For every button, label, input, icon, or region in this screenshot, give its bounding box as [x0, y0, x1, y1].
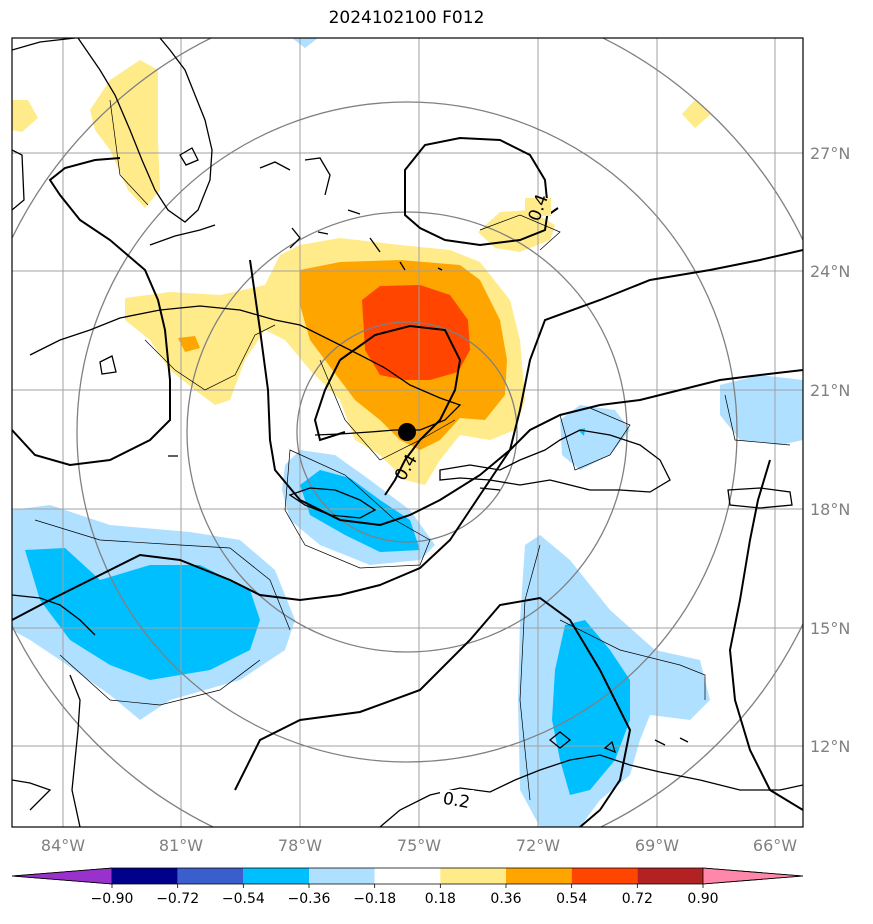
lat-label-12: 12°N [810, 737, 850, 756]
central-america-coast [12, 594, 96, 827]
filled-anomalies [12, 38, 803, 827]
lon-label-66: 66°W [753, 836, 797, 855]
colorbar-tick-label: −0.54 [222, 891, 265, 907]
colorbar-tick-label: 0.90 [687, 891, 718, 907]
yellow-region-florida [90, 60, 160, 208]
lat-labels: 27°N 24°N 21°N 18°N 15°N 12°N [810, 144, 850, 756]
colorbar-tick-label: −0.18 [353, 891, 396, 907]
blue-region-south [552, 620, 630, 795]
colorbar-tick-label: −0.72 [156, 891, 199, 907]
colorbar-segment [309, 868, 375, 884]
lon-label-78: 78°W [278, 836, 322, 855]
light-blue-region-top [292, 38, 318, 48]
thick-contours [12, 136, 803, 827]
blue-region-west [25, 548, 260, 680]
map-title: 2024102100 F012 [328, 8, 485, 28]
colorbar-segment [637, 868, 703, 884]
lon-label-81: 81°W [159, 836, 203, 855]
colorbar-tick-label: 0.36 [490, 891, 521, 907]
colorbar-tick-label: 0.72 [622, 891, 653, 907]
bahamas-coast [149, 157, 443, 271]
contour-central-outer [249, 249, 803, 527]
contour-north [404, 136, 550, 247]
lon-label-72: 72°W [516, 836, 560, 855]
colorbar-segment [506, 868, 572, 884]
colorbar-segment [440, 868, 506, 884]
lon-label-84: 84°W [41, 836, 85, 855]
lat-label-18: 18°N [810, 500, 850, 519]
yellow-region-topright [682, 100, 711, 128]
blue-region-jamaica [300, 470, 420, 552]
colorbar-extend-high [702, 867, 804, 885]
colorbar-segment [571, 868, 638, 884]
orange-region-cuba [178, 336, 200, 352]
florida-coast [12, 38, 213, 223]
colorbar-segment [112, 868, 178, 884]
gridlines [12, 38, 803, 827]
yellow-region-farwest [12, 100, 38, 132]
lon-label-69: 69°W [635, 836, 679, 855]
contour-label-south: 0.2 [441, 789, 471, 813]
colorbar-ticks: −0.90 −0.72 −0.54 −0.36 −0.18 0.18 0.36 0.54 0.7… [91, 884, 719, 907]
colorbar-tick-label: −0.90 [91, 891, 134, 907]
puerto-rico-coast [727, 487, 793, 509]
map-area: 0.4 0.4 0.2 [12, 38, 803, 827]
contour-central-loop [339, 324, 462, 496]
contour-east [728, 459, 803, 811]
storm-center-marker [398, 423, 416, 441]
range-rings [12, 38, 803, 827]
jamaica-coast [288, 487, 377, 519]
lat-label-15: 15°N [810, 619, 850, 638]
map-frame [11, 37, 804, 828]
contour-south-long [12, 369, 803, 621]
colorbar-segment [243, 868, 309, 884]
lat-label-24: 24°N [810, 262, 850, 281]
lat-label-27: 27°N [810, 144, 850, 163]
colorbar-segment [374, 868, 441, 884]
red-orange-region [362, 285, 470, 380]
contour-west [12, 157, 171, 467]
colorbar-tick-label: 0.18 [425, 891, 456, 907]
colorbar-extend-low [11, 867, 113, 885]
colorbar [11, 867, 804, 885]
coastlines [12, 38, 803, 827]
colorbar-segment [177, 868, 244, 884]
colorbar-tick-label: −0.36 [288, 891, 331, 907]
colorbar-tick-label: 0.54 [556, 891, 587, 907]
light-blue-region-hispaniola [560, 405, 630, 470]
thin-outlines [34, 99, 791, 801]
lon-labels: 84°W 81°W 78°W 75°W 72°W 69°W 66°W [41, 836, 797, 855]
contour-south-loop [234, 596, 632, 827]
lat-label-21: 21°N [810, 381, 850, 400]
yellow-region-northeast [478, 210, 555, 252]
light-blue-region-east [720, 375, 803, 445]
lon-label-75: 75°W [397, 836, 441, 855]
